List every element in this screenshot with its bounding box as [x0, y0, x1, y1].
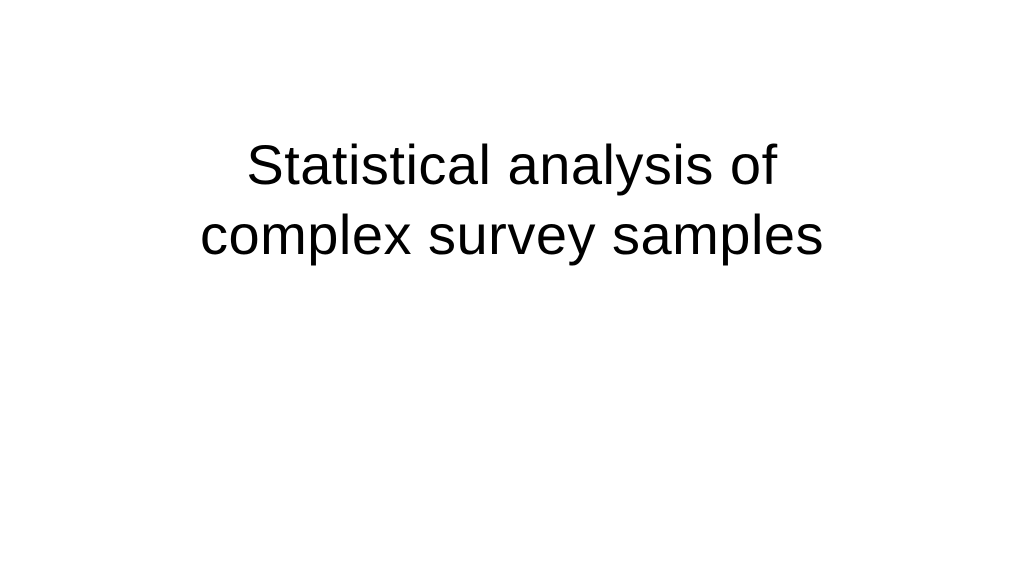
slide-container: Statistical analysis of complex survey s… [0, 0, 1024, 576]
title-line-1: Statistical analysis of [246, 133, 777, 196]
title-line-2: complex survey samples [200, 203, 824, 266]
slide-title: Statistical analysis of complex survey s… [0, 130, 1024, 270]
